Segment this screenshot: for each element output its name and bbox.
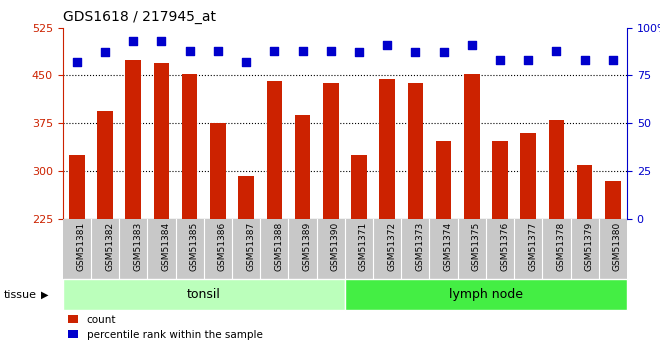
- Point: [71, 59, 82, 65]
- Bar: [345, 279, 627, 310]
- Text: tonsil: tonsil: [187, 288, 220, 301]
- Point: [297, 48, 308, 53]
- Bar: [63, 279, 345, 310]
- Bar: [521, 133, 536, 219]
- Text: GSM51372: GSM51372: [387, 222, 396, 271]
- Text: GSM51386: GSM51386: [218, 222, 227, 272]
- Point: [354, 50, 364, 55]
- Text: GSM51384: GSM51384: [162, 222, 170, 271]
- Text: GDS1618 / 217945_at: GDS1618 / 217945_at: [63, 10, 216, 24]
- Point: [579, 57, 590, 63]
- Bar: [182, 73, 197, 219]
- Text: GSM51377: GSM51377: [528, 222, 537, 272]
- Bar: [464, 73, 480, 219]
- Bar: [408, 83, 423, 219]
- Bar: [323, 83, 339, 219]
- Bar: [577, 165, 593, 219]
- Text: GSM51385: GSM51385: [189, 222, 199, 272]
- Text: GSM51387: GSM51387: [246, 222, 255, 272]
- Point: [100, 50, 110, 55]
- Bar: [295, 115, 310, 219]
- Point: [156, 38, 167, 44]
- Bar: [154, 63, 169, 219]
- Text: lymph node: lymph node: [449, 288, 523, 301]
- Text: GSM51373: GSM51373: [415, 222, 424, 272]
- Point: [184, 48, 195, 53]
- Point: [410, 50, 420, 55]
- Text: GSM51380: GSM51380: [613, 222, 622, 272]
- Text: ▶: ▶: [41, 290, 49, 299]
- Point: [382, 42, 393, 48]
- Bar: [238, 176, 254, 219]
- Point: [467, 42, 477, 48]
- Text: tissue: tissue: [3, 290, 36, 299]
- Text: GSM51376: GSM51376: [500, 222, 509, 272]
- Bar: [351, 155, 367, 219]
- Text: GSM51379: GSM51379: [585, 222, 594, 272]
- Point: [438, 50, 449, 55]
- Point: [269, 48, 280, 53]
- Bar: [210, 123, 226, 219]
- Text: GSM51381: GSM51381: [77, 222, 86, 272]
- Text: GSM51375: GSM51375: [472, 222, 481, 272]
- Text: GSM51378: GSM51378: [556, 222, 566, 272]
- Text: GSM51382: GSM51382: [105, 222, 114, 271]
- Bar: [97, 110, 113, 219]
- Bar: [605, 181, 620, 219]
- Text: GSM51374: GSM51374: [444, 222, 453, 271]
- Bar: [548, 120, 564, 219]
- Text: GSM51383: GSM51383: [133, 222, 143, 272]
- Bar: [267, 81, 282, 219]
- Point: [325, 48, 336, 53]
- Point: [241, 59, 251, 65]
- Point: [551, 48, 562, 53]
- Text: GSM51389: GSM51389: [302, 222, 312, 272]
- Point: [523, 57, 533, 63]
- Text: GSM51371: GSM51371: [359, 222, 368, 272]
- Bar: [125, 59, 141, 219]
- Point: [495, 57, 506, 63]
- Legend: count, percentile rank within the sample: count, percentile rank within the sample: [68, 315, 263, 340]
- Bar: [492, 140, 508, 219]
- Point: [128, 38, 139, 44]
- Bar: [379, 79, 395, 219]
- Text: GSM51390: GSM51390: [331, 222, 340, 272]
- Text: GSM51388: GSM51388: [275, 222, 283, 272]
- Point: [608, 57, 618, 63]
- Bar: [436, 140, 451, 219]
- Bar: [69, 155, 84, 219]
- Point: [213, 48, 223, 53]
